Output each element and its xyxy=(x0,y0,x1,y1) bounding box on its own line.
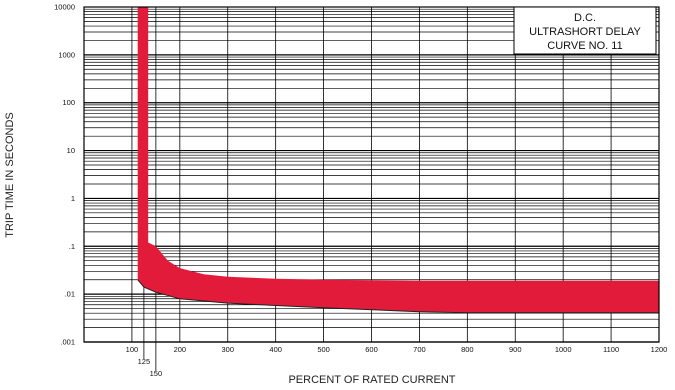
y-tick-label: 10000 xyxy=(54,3,75,12)
x-tick-label: 400 xyxy=(269,345,282,354)
x-tick-label: 300 xyxy=(221,345,234,354)
x-tick-label: 200 xyxy=(174,345,187,354)
y-tick-label: 1 xyxy=(71,194,75,203)
x-tick-label: 700 xyxy=(413,345,426,354)
x-tick-label: 1000 xyxy=(555,345,572,354)
chart-title-box: D.C. ULTRASHORT DELAY CURVE NO. 11 xyxy=(513,6,657,55)
x-tick-label: 900 xyxy=(509,345,522,354)
band-lower-edge xyxy=(137,279,659,314)
x-tick-label: 1200 xyxy=(651,345,668,354)
y-tick-label: 1000 xyxy=(58,50,75,59)
x-tick-label: 500 xyxy=(317,345,330,354)
trip-time-band xyxy=(137,7,659,313)
x-tick-label: 150 xyxy=(150,369,163,378)
plot-frame xyxy=(83,6,660,343)
y-tick-label: .01 xyxy=(65,290,75,299)
x-tick-label: 600 xyxy=(365,345,378,354)
plot-border xyxy=(83,6,660,343)
title-line-1: D.C. xyxy=(574,12,596,24)
x-tick-labels: 100 125 150 200 300 400 500 600 700 800 900 1000 110… xyxy=(126,342,668,378)
y-tick-label: 10 xyxy=(67,146,75,155)
y-axis-title: TRIP TIME IN SECONDS xyxy=(4,112,16,238)
title-line-3: CURVE NO. 11 xyxy=(547,40,622,52)
x-tick-label: 1100 xyxy=(603,345,619,354)
y-tick-label: .1 xyxy=(69,242,75,251)
x-tick-label: 800 xyxy=(461,345,474,354)
x-axis-title: PERCENT OF RATED CURRENT xyxy=(288,374,455,386)
x-tick-label: 125 xyxy=(138,357,151,366)
trip-band-layer xyxy=(137,7,659,314)
y-tick-labels: 10000 1000 100 10 1 .1 .01 .001 xyxy=(54,3,75,347)
y-tick-label: .001 xyxy=(60,338,75,347)
y-tick-label: 100 xyxy=(62,98,75,107)
title-box-border xyxy=(513,6,657,55)
x-tick-label: 100 xyxy=(126,345,139,354)
title-line-2: ULTRASHORT DELAY xyxy=(529,26,641,38)
